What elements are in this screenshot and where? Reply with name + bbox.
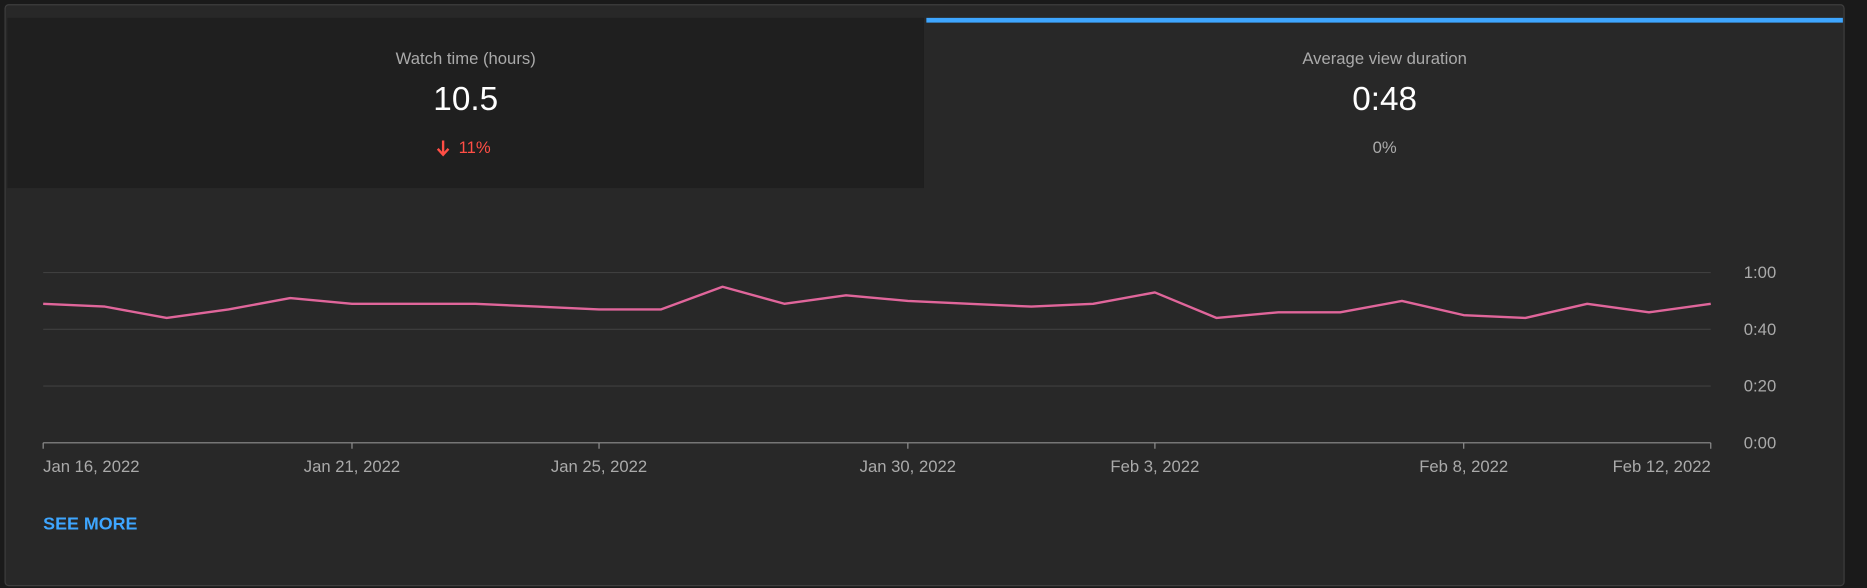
card-title: Watch time (hours) (396, 49, 536, 68)
card-title: Average view duration (1302, 49, 1467, 68)
x-tick-label: Feb 3, 2022 (1110, 457, 1199, 476)
card-watch-time[interactable] (7, 17, 924, 189)
y-tick-label: 0:20 (1744, 377, 1776, 396)
x-tick-label: Jan 21, 2022 (304, 457, 400, 476)
data-line (43, 285, 1711, 320)
card-change: 0% (1373, 138, 1397, 157)
selected-indicator (926, 17, 1843, 23)
down-arrow (436, 140, 450, 157)
x-tick-label: Jan 30, 2022 (860, 457, 956, 476)
card-change: 11% (459, 138, 491, 157)
see-more-link[interactable]: SEE MORE (43, 514, 137, 534)
y-tick-label: 1:00 (1744, 263, 1776, 282)
card-value: 0:48 (1352, 81, 1417, 118)
y-tick-label: 0:00 (1744, 433, 1776, 452)
x-tick-label: Feb 12, 2022 (1613, 457, 1711, 476)
card-avg-duration[interactable] (926, 17, 1843, 189)
y-tick-label: 0:40 (1744, 320, 1776, 339)
card-value: 10.5 (433, 81, 498, 118)
x-tick-label: Jan 16, 2022 (43, 457, 139, 476)
x-tick-label: Jan 25, 2022 (551, 457, 647, 476)
x-tick-label: Feb 8, 2022 (1419, 457, 1508, 476)
